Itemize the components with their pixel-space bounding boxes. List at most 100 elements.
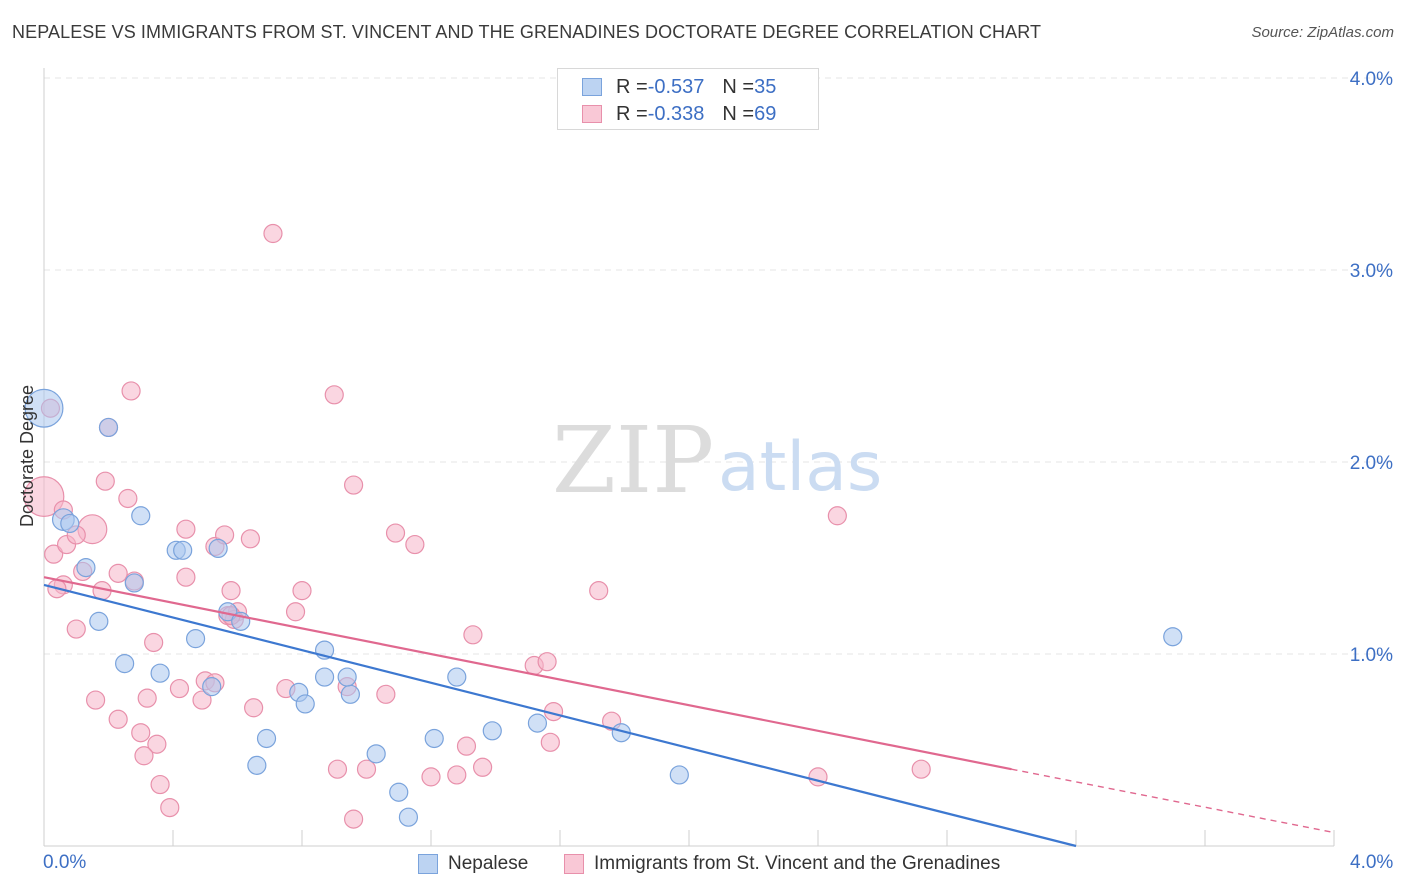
source-label: Source: ZipAtlas.com [1251,24,1394,41]
st-vincent-point [95,471,115,491]
legend-r-value: -0.537 [647,75,705,98]
nepalese-point [247,755,267,775]
y-axis-label: Doctorate Degree [17,385,37,527]
st-vincent-point [108,709,128,729]
nepalese-point [314,667,335,687]
y-tick-label: 1.0% [1350,645,1393,666]
st-vincent-trend-line-extension [1011,768,1335,834]
nepalese-point [150,663,170,683]
legend-swatch-pink [582,105,602,123]
nepalese-point [398,807,419,827]
st-vincent-point [447,765,467,785]
st-vincent-point [108,563,128,583]
st-vincent-point [292,581,312,601]
legend-row-st-vincent: R = -0.338 N = 69 [582,102,776,126]
nepalese-point [208,538,228,559]
st-vincent-point [324,385,344,405]
st-vincent-point [540,732,560,752]
y-tick-label: 2.0% [1350,453,1393,474]
st-vincent-point [285,602,306,622]
st-vincent-point [131,723,151,743]
x-tick-label-min: 0.0% [43,852,87,873]
legend-r-value: -0.338 [647,102,705,125]
y-tick-label: 3.0% [1350,261,1393,282]
nepalese-point [482,721,502,741]
st-vincent-point [537,652,557,672]
st-vincent-point [827,506,847,526]
st-vincent-point [473,757,493,777]
nepalese-point [115,653,135,674]
st-vincent-point [169,678,190,699]
nepalese-point [98,417,119,438]
st-vincent-point [356,759,377,779]
st-vincent-point [376,684,396,704]
nepalese-point [89,611,109,631]
st-vincent-point [176,519,196,539]
legend-r-label: R = [616,102,648,125]
grid [44,77,1394,655]
legend-row-nepalese: R = -0.537 N = 35 [582,75,776,99]
nepalese-point [527,713,548,733]
st-vincent-point [137,688,157,708]
st-vincent-point [463,625,483,645]
legend-n-label: N = [722,102,755,125]
x-tick-label-max: 4.0% [1350,852,1394,873]
legend-swatch-blue [582,78,602,96]
st-vincent-point [456,736,477,756]
series-legend: Nepalese Immigrants from St. Vincent and… [0,850,1406,878]
st-vincent-point [121,381,141,401]
legend-label-nepalese: Nepalese [448,853,529,874]
legend-r-label: R = [616,75,648,98]
nepalese-point [76,557,96,578]
nepalese-point [202,677,222,697]
legend-label-st-vincent: Immigrants from St. Vincent and the Gren… [594,853,1001,874]
st-vincent-point [221,581,241,601]
nepalese-point [173,540,193,560]
st-vincent-point [344,809,364,829]
st-vincent-point [385,523,406,543]
y-tick-labels: 1.0% 2.0% 3.0% 4.0% [1350,69,1393,666]
correlation-legend: R = -0.537 N = 35 R = -0.338 N = 69 [557,68,819,130]
axes [43,68,1335,847]
nepalese-point [131,506,151,526]
nepalese-point [337,667,357,687]
st-vincent-point [176,567,196,587]
legend-swatch-blue [418,854,438,874]
legend-item-nepalese: Nepalese [418,850,528,878]
st-vincent-point [44,544,64,564]
st-vincent-point [421,767,441,787]
st-vincent-point [66,619,86,639]
st-vincent-point [23,476,65,517]
st-vincent-point [589,581,609,601]
nepalese-point [366,744,386,764]
nepalese-point [389,782,409,802]
nepalese-point [340,684,360,704]
legend-n-value: 69 [754,102,777,125]
nepalese-point [1163,627,1183,647]
st-vincent-point [147,734,167,754]
nepalese-point [424,728,444,749]
st-vincent-point [134,746,154,766]
nepalese-point [60,513,80,534]
watermark: ZIP atlas [552,407,882,514]
st-vincent-point [263,223,283,244]
st-vincent-point [160,797,180,818]
st-vincent-point [327,759,348,779]
nepalese-trend-line [43,583,1077,848]
st-vincent-point [85,690,106,710]
st-vincent-point [240,529,260,549]
st-vincent-point [192,690,212,710]
nepalese-point [256,728,277,749]
st-vincent-point [150,774,170,795]
st-vincent-point [911,759,931,779]
watermark-zip: ZIP [552,407,714,514]
nepalese-point [447,667,467,687]
st-vincent-trend-line [43,576,1012,771]
st-vincent-point [244,698,264,718]
st-vincent-point [118,488,138,509]
nepalese-point [24,388,64,428]
st-vincent-point [405,534,425,555]
nepalese-point [669,765,689,785]
y-tick-label: 4.0% [1350,69,1393,90]
